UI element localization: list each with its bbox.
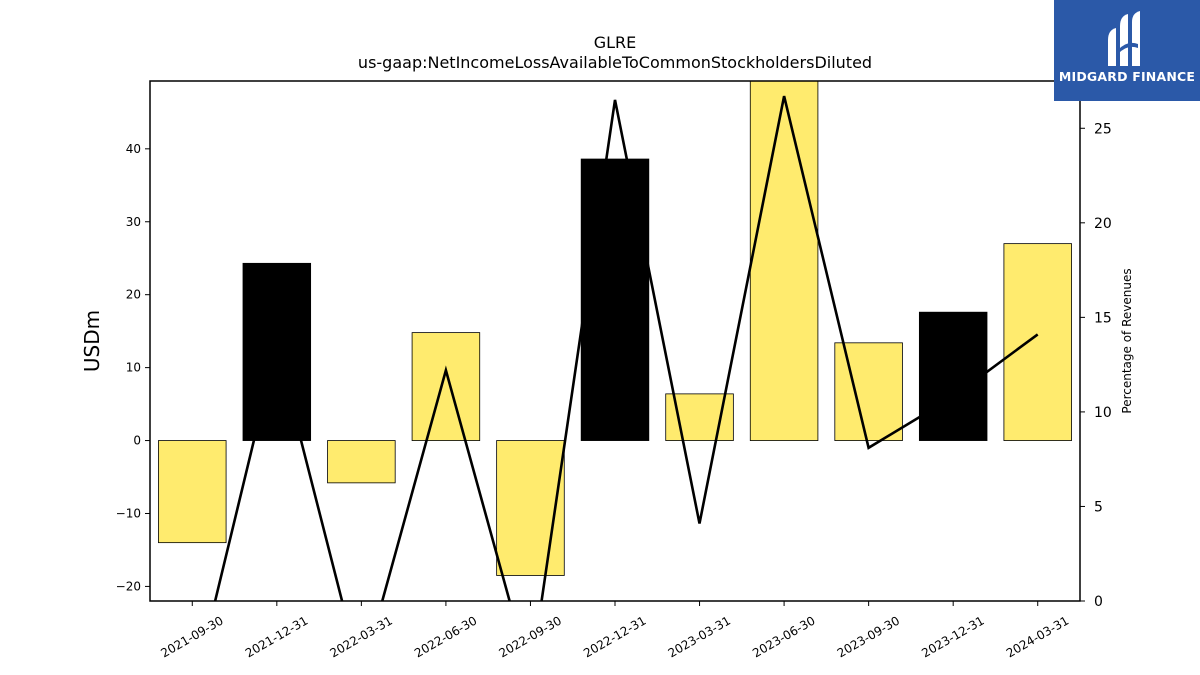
midgard-logo-icon — [1108, 11, 1140, 66]
x-tick-label: 2023-09-30 — [835, 613, 902, 660]
y2-tick-label: 15 — [1094, 310, 1112, 326]
y-tick-label: 30 — [126, 215, 141, 229]
x-tick-label: 2023-12-31 — [919, 613, 986, 660]
y2-tick-label: 20 — [1094, 216, 1112, 232]
x-tick-label: 2022-09-30 — [497, 613, 564, 660]
line-layer — [213, 95, 1039, 601]
y-tick-label: 10 — [126, 361, 141, 375]
bar-2022-06-30 — [411, 332, 481, 441]
bar-2021-12-31 — [242, 262, 312, 441]
y2-axis-label: Percentage of Revenues — [1120, 268, 1134, 413]
y-tick-label: −10 — [116, 506, 141, 520]
y-tick-label: 20 — [126, 288, 141, 302]
bar-2021-09-30 — [158, 440, 227, 544]
y2-tick-label: 10 — [1094, 405, 1112, 421]
y-axis-left: −20 −10 0 10 20 30 40 — [116, 142, 150, 593]
bar-2023-06-30 — [749, 81, 819, 441]
x-tick-label: 2024-03-31 — [1004, 613, 1071, 660]
x-tick-label: 2023-03-31 — [666, 613, 733, 660]
y-axis-right: 0 5 10 15 20 25 — [1080, 121, 1112, 610]
x-axis: 2021-09-30 2021-12-31 2022-03-31 2022-06-30… — [158, 601, 1071, 660]
chart-subtitle: us-gaap:NetIncomeLossAvailableToCommonSt… — [358, 53, 872, 72]
chart-title: GLRE — [594, 33, 637, 52]
bar-2022-03-31 — [327, 440, 396, 484]
bar-2023-12-31 — [918, 311, 988, 441]
bar-2022-12-31 — [580, 158, 650, 441]
y-axis-label: USDm — [80, 310, 104, 372]
x-tick-label: 2022-06-30 — [412, 613, 479, 660]
bar-2023-09-30 — [834, 342, 903, 441]
y-tick-label: 40 — [126, 142, 141, 156]
bar-2022-09-30 — [496, 440, 565, 576]
logo-text: MIDGARD FINANCE — [1058, 69, 1196, 84]
x-tick-label: 2021-12-31 — [243, 613, 310, 660]
y-tick-label: −20 — [116, 579, 141, 593]
y2-tick-label: 5 — [1094, 499, 1103, 515]
y2-tick-label: 0 — [1094, 594, 1103, 610]
y-tick-label: 0 — [133, 434, 141, 448]
bars-layer — [158, 81, 1072, 576]
percentage-of-revenues-line — [213, 95, 1039, 601]
x-tick-label: 2022-12-31 — [581, 613, 648, 660]
x-tick-label: 2023-06-30 — [750, 613, 817, 660]
x-tick-label: 2022-03-31 — [327, 613, 394, 660]
x-tick-label: 2021-09-30 — [158, 613, 225, 660]
bar-2024-03-31 — [1003, 243, 1072, 441]
midgard-finance-logo: MIDGARD FINANCE — [1054, 0, 1200, 101]
y2-tick-label: 25 — [1094, 121, 1112, 137]
